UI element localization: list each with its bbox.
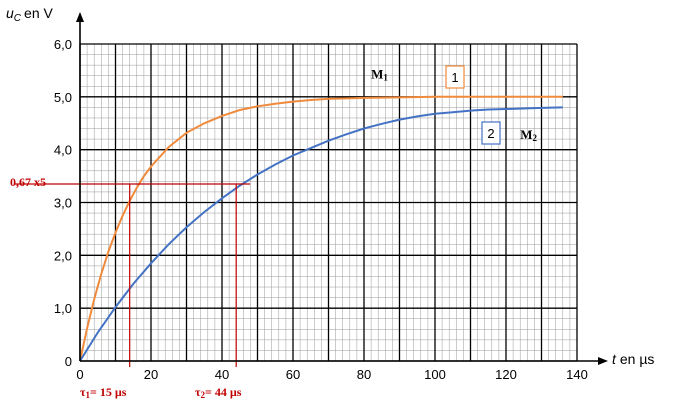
x-tick-label: 100 (424, 367, 446, 382)
y-axis-sub: C (14, 13, 22, 24)
x-axis-var: t (612, 351, 617, 367)
x-axis-arrow (598, 357, 608, 365)
level-label: 0,67 x5 (10, 175, 46, 189)
x-tick-label: 40 (215, 367, 229, 382)
series-1-label: 1 (451, 70, 458, 85)
x-tick-label: 60 (286, 367, 300, 382)
y-tick-label: 0 (65, 354, 72, 369)
x-tick-label: 0 (76, 367, 83, 382)
y-tick-label: 3,0 (54, 196, 72, 211)
series-1-label-box: 1 (445, 65, 465, 89)
m2-label: M2 (520, 127, 537, 143)
y-tick-label: 1,0 (54, 301, 72, 316)
series-2-label-box: 2 (481, 121, 501, 145)
x-tick-labels: 0 20 40 60 80 100 120 140 (76, 367, 587, 382)
series-2-label: 2 (487, 126, 494, 141)
x-tick-label: 20 (144, 367, 158, 382)
tau2-label: τ2= 44 µs (195, 385, 242, 400)
series-layer (79, 95, 563, 362)
tau1-label: τ1= 15 µs (80, 385, 127, 400)
y-axis-var: u (6, 5, 14, 21)
major-grid (79, 43, 578, 362)
axes (76, 12, 608, 365)
y-tick-label: 6,0 (54, 37, 72, 52)
y-axis-unit: en V (24, 5, 53, 21)
y-axis-title: uC en V (6, 5, 53, 24)
y-tick-label: 5,0 (54, 90, 72, 105)
curve-series-1 (79, 95, 563, 362)
y-tick-label: 2,0 (54, 248, 72, 263)
x-axis-title: t en µs (612, 351, 654, 367)
x-tick-label: 140 (566, 367, 588, 382)
curve-series-2 (79, 106, 563, 362)
y-axis-arrow (76, 12, 84, 22)
y-tick-labels: 0 1,0 2,0 3,0 4,0 5,0 6,0 (54, 37, 72, 369)
m1-label: M1 (371, 66, 388, 82)
x-tick-label: 80 (357, 367, 371, 382)
x-axis-unit: en µs (620, 351, 655, 367)
tau-markers (14, 183, 251, 367)
y-tick-label: 4,0 (54, 143, 72, 158)
x-tick-label: 120 (495, 367, 517, 382)
